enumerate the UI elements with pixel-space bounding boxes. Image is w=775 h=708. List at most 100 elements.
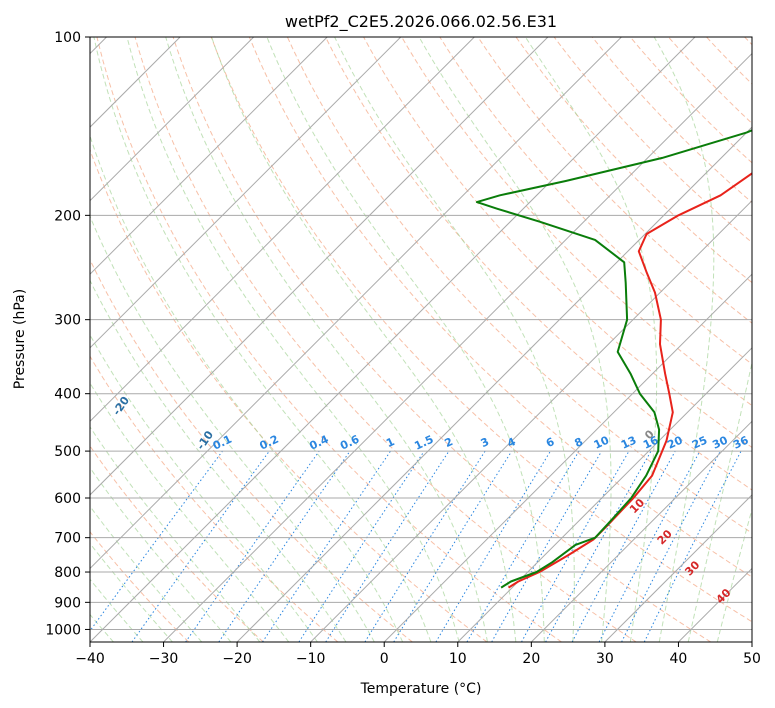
mixing-ratio-line <box>521 450 630 642</box>
mixing-ratio-line <box>643 450 742 642</box>
mixing-ratio-label: 13 <box>619 434 638 452</box>
isotherm <box>383 273 752 642</box>
mixing-ratio-label: 20 <box>665 433 685 451</box>
mixing-ratio-line <box>185 450 320 642</box>
dry-adiabat <box>591 37 752 204</box>
y-tick-label: 300 <box>54 313 81 329</box>
isotherm <box>678 567 752 642</box>
moist-adiabat <box>266 37 545 642</box>
plot-frame <box>89 36 753 643</box>
mixing-ratio-line <box>545 450 652 642</box>
y-tick-label: 600 <box>54 491 81 507</box>
mixing-ratio-label: 6 <box>544 435 557 450</box>
isotherm <box>604 494 752 642</box>
dry-adiabat <box>90 355 339 642</box>
dry-adiabat <box>706 37 752 85</box>
moist-adiabats <box>90 37 752 642</box>
y-tick-label: 500 <box>54 444 81 460</box>
x-axis: −40 −30 −20 −10 0 10 20 30 40 50 <box>75 642 761 667</box>
y-tick-label: 400 <box>54 387 81 403</box>
dry-adiabat <box>744 37 752 46</box>
mixing-ratio-line <box>621 450 721 642</box>
isotherm <box>90 37 402 349</box>
mixing-ratio-label: 2 <box>443 435 455 450</box>
dry-adiabat <box>515 37 752 284</box>
y-tick-label: 200 <box>54 208 81 224</box>
mixing-ratio-line <box>131 450 270 642</box>
moist-adiabat <box>90 426 261 642</box>
y-tick-label: 1000 <box>45 622 81 638</box>
dry-adiabat <box>325 37 752 491</box>
dry-adiabat <box>90 148 488 642</box>
x-tick-label: −20 <box>222 651 252 667</box>
x-tick-label: 20 <box>522 651 540 667</box>
moist-adiabat <box>524 37 658 642</box>
isotherm <box>457 347 752 642</box>
mixing-ratio-label: 0.6 <box>338 432 361 452</box>
profile-series <box>475 129 752 589</box>
y-tick-label: 100 <box>54 30 81 46</box>
x-tick-label: −10 <box>296 651 326 667</box>
isotherm-grid <box>90 37 752 642</box>
x-axis-title: Temperature (°C) <box>360 681 482 697</box>
x-tick-label: 0 <box>380 651 389 667</box>
moist-adiabat <box>90 134 404 642</box>
mixing-ratio-line <box>262 450 391 642</box>
moist-adiabat <box>211 37 517 642</box>
moist-adiabat <box>126 37 460 642</box>
mixing-ratio-line <box>571 450 676 642</box>
moist-adiabat <box>716 507 752 642</box>
dry-adiabat <box>172 37 712 642</box>
isobar-grid <box>90 37 752 630</box>
isotherm <box>90 37 328 275</box>
x-tick-label: 50 <box>743 651 761 667</box>
y-tick-label: 900 <box>54 595 81 611</box>
plot-area: -100-90-80-70-60-50-40-30-20-10010203040… <box>90 37 752 642</box>
moist-adiabat <box>93 37 432 642</box>
isotherm <box>90 37 255 202</box>
dry-adiabat <box>90 258 413 642</box>
isotherm <box>530 420 752 642</box>
x-tick-label: −40 <box>75 651 105 667</box>
mixing-ratio-label: 0.4 <box>307 432 330 452</box>
mixing-ratio-line <box>393 450 513 642</box>
isotherm <box>90 37 696 642</box>
moist-adiabat-label: 20 <box>655 527 675 547</box>
dry-adiabat <box>668 37 752 125</box>
dry-adiabats <box>90 37 752 642</box>
y-tick-label: 800 <box>54 565 81 581</box>
moist-adiabat <box>334 37 575 642</box>
mixing-ratio-line <box>325 450 450 642</box>
mixing-ratio-line <box>90 450 223 632</box>
isotherm <box>163 52 752 642</box>
x-tick-label: 10 <box>449 651 467 667</box>
mixing-ratio-line <box>298 450 425 642</box>
isotherm <box>90 37 622 570</box>
mixing-ratio-label: 3 <box>479 435 491 450</box>
dry-adiabat <box>210 37 752 623</box>
mixing-ratio-label: 16 <box>641 433 661 451</box>
dry-adiabat <box>90 531 190 642</box>
dry-adiabat <box>477 37 752 324</box>
y-axis-title: Pressure (hPa) <box>12 289 28 389</box>
moist-adiabat <box>653 37 715 642</box>
chart-title: wetPf2_C2E5.2026.066.02.56.E31 <box>285 12 557 32</box>
isotherm <box>236 126 752 642</box>
dewpoint-line <box>475 129 752 589</box>
moist-adiabat <box>165 37 488 642</box>
dry-adiabat <box>439 37 752 365</box>
dry-adiabat <box>134 37 637 642</box>
dry-adiabat <box>248 37 752 578</box>
y-tick-label: 700 <box>54 531 81 547</box>
dry-adiabat <box>96 37 562 642</box>
isotherm <box>310 199 752 642</box>
mixing-ratio-lines <box>90 450 742 642</box>
mixing-ratio-label: 1 <box>384 435 396 450</box>
x-tick-label: −30 <box>149 651 179 667</box>
moist-adiabat <box>418 37 612 642</box>
dry-adiabat <box>629 37 752 164</box>
x-tick-label: 30 <box>596 651 614 667</box>
dry-adiabat <box>90 445 264 642</box>
mixing-ratio-label: 10 <box>592 433 612 451</box>
